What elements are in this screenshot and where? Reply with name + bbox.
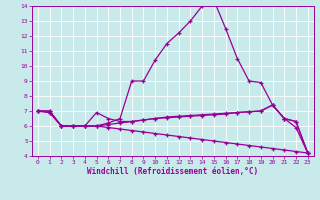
X-axis label: Windchill (Refroidissement éolien,°C): Windchill (Refroidissement éolien,°C) [87,167,258,176]
